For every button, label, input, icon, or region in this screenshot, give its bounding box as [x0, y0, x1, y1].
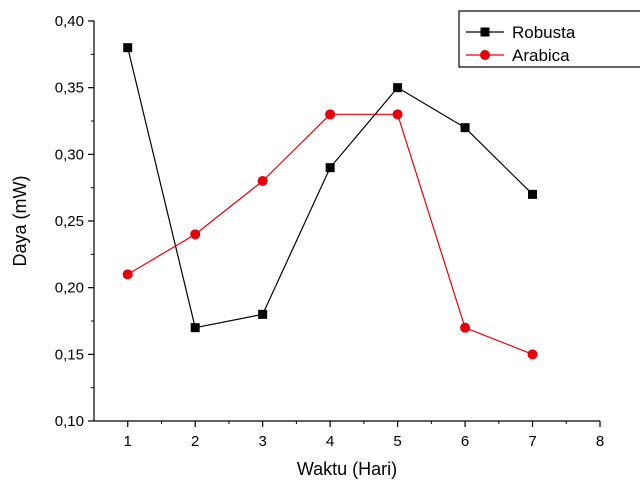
x-tick-label: 1 — [124, 433, 132, 450]
data-point — [122, 269, 133, 280]
y-axis-ticks: 0,10 0,15 0,20 0,25 0,30 0,35 0,40 — [55, 13, 94, 430]
data-point — [392, 109, 403, 120]
series-line — [127, 113, 533, 355]
data-point — [325, 163, 335, 173]
legend-item-robusta: Robusta — [466, 23, 576, 42]
y-tick-label: 0,35 — [55, 80, 84, 97]
data-point — [527, 349, 538, 360]
data-point — [123, 43, 133, 53]
data-point — [257, 176, 268, 186]
series-layer — [122, 43, 538, 360]
x-tick-label: 7 — [528, 433, 536, 450]
legend-marker — [480, 50, 490, 60]
y-axis-title: Daya (mW) — [10, 176, 30, 267]
data-point — [460, 322, 471, 333]
legend-item-arabica: Arabica — [466, 46, 570, 65]
x-tick-label: 5 — [393, 433, 401, 450]
series-line — [127, 47, 533, 329]
legend-marker — [480, 27, 490, 37]
x-tick-label: 2 — [191, 433, 199, 450]
data-point — [393, 83, 403, 93]
series-robusta — [123, 43, 538, 333]
x-axis-ticks: 1 2 3 4 5 6 7 8 — [124, 421, 604, 450]
x-axis-title: Waktu (Hari) — [297, 459, 397, 479]
y-tick-label: 0,15 — [55, 346, 84, 363]
data-point — [460, 123, 470, 133]
x-tick-label: 4 — [326, 433, 334, 450]
legend-label: Robusta — [512, 23, 576, 42]
x-tick-label: 8 — [596, 433, 604, 450]
data-point — [190, 323, 200, 333]
data-point — [325, 109, 336, 120]
y-tick-label: 0,40 — [55, 13, 84, 30]
data-point — [528, 189, 538, 199]
data-point — [190, 229, 201, 240]
series-arabica — [122, 109, 538, 360]
x-tick-label: 6 — [461, 433, 469, 450]
data-point — [258, 309, 268, 319]
y-tick-label: 0,25 — [55, 213, 84, 230]
y-tick-label: 0,20 — [55, 280, 84, 297]
y-tick-label: 0,10 — [55, 413, 84, 430]
legend: Robusta Arabica — [458, 10, 640, 68]
y-tick-label: 0,30 — [55, 146, 84, 163]
x-tick-label: 3 — [258, 433, 266, 450]
legend-label: Arabica — [512, 46, 570, 65]
